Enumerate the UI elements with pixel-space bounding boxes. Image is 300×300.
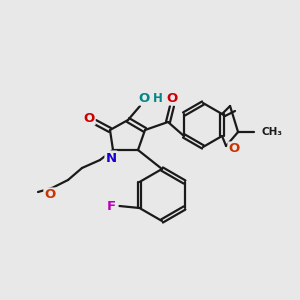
Text: O: O [167, 92, 178, 104]
Text: H: H [153, 92, 163, 104]
Text: O: O [138, 92, 150, 104]
Text: F: F [107, 200, 116, 212]
Text: O: O [44, 188, 56, 202]
Text: O: O [228, 142, 240, 155]
Text: N: N [105, 152, 117, 164]
Text: O: O [83, 112, 94, 124]
Text: CH₃: CH₃ [261, 127, 282, 137]
